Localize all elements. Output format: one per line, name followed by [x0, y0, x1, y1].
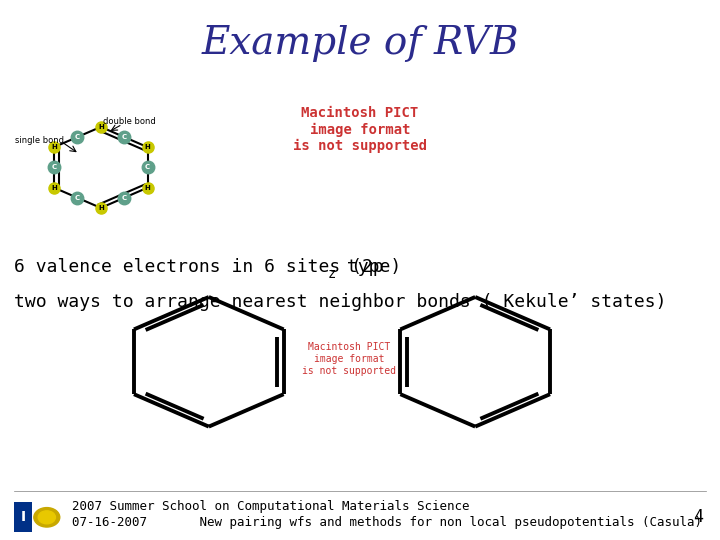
Text: C: C: [75, 195, 80, 201]
Text: H: H: [98, 124, 104, 130]
Text: 6 valence electrons in 6 sites (2p: 6 valence electrons in 6 sites (2p: [14, 258, 384, 276]
Circle shape: [38, 511, 55, 524]
Text: Example of RVB: Example of RVB: [201, 25, 519, 62]
Text: Macintosh PICT
image format
is not supported: Macintosh PICT image format is not suppo…: [293, 106, 427, 153]
Text: 2007 Summer School on Computational Materials Science: 2007 Summer School on Computational Mate…: [72, 500, 469, 513]
Text: H: H: [51, 144, 57, 150]
Text: H: H: [145, 185, 150, 191]
Text: z: z: [328, 267, 336, 281]
Text: two ways to arrange nearest neighbor bonds ( Kekule’ states): two ways to arrange nearest neighbor bon…: [14, 293, 667, 312]
Text: single bond: single bond: [15, 136, 64, 145]
Text: type): type): [336, 258, 402, 276]
Text: H: H: [98, 205, 104, 211]
Text: C: C: [51, 164, 57, 171]
Text: C: C: [75, 134, 80, 140]
Text: H: H: [51, 185, 57, 191]
Text: I: I: [21, 510, 26, 524]
Circle shape: [34, 508, 60, 527]
Text: H: H: [145, 144, 150, 150]
Text: Macintosh PICT
image format
is not supported: Macintosh PICT image format is not suppo…: [302, 342, 396, 376]
Text: C: C: [145, 164, 150, 171]
Text: double bond: double bond: [103, 117, 156, 126]
FancyBboxPatch shape: [14, 502, 32, 532]
Text: C: C: [122, 195, 127, 201]
Text: 4: 4: [693, 508, 703, 526]
Text: 07-16-2007       New pairing wfs and methods for non local pseudopotentials (Cas: 07-16-2007 New pairing wfs and methods f…: [72, 516, 702, 529]
Text: C: C: [122, 134, 127, 140]
